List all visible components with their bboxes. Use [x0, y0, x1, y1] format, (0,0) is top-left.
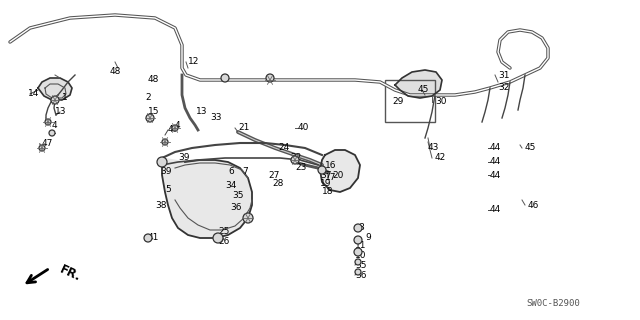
Text: 19: 19 — [320, 179, 332, 188]
Text: 47: 47 — [42, 140, 53, 148]
Circle shape — [354, 236, 362, 244]
Circle shape — [354, 224, 362, 232]
Text: 12: 12 — [188, 58, 200, 67]
Circle shape — [51, 96, 59, 104]
Text: 47: 47 — [168, 125, 179, 134]
Text: 27: 27 — [268, 171, 280, 180]
Text: 44: 44 — [490, 143, 501, 153]
Text: 46: 46 — [528, 201, 540, 210]
Circle shape — [266, 74, 274, 82]
Circle shape — [157, 157, 167, 167]
Text: 15: 15 — [148, 108, 159, 116]
Circle shape — [172, 125, 178, 131]
Text: 37: 37 — [320, 171, 332, 180]
Text: 41: 41 — [148, 234, 159, 243]
Circle shape — [213, 233, 223, 243]
Text: 36: 36 — [355, 270, 367, 279]
Text: 4: 4 — [52, 121, 58, 130]
Text: 45: 45 — [418, 85, 429, 94]
Text: 23: 23 — [295, 164, 307, 172]
Text: 5: 5 — [165, 186, 171, 195]
Circle shape — [144, 234, 152, 242]
Circle shape — [355, 269, 361, 275]
Text: 45: 45 — [525, 143, 536, 153]
Text: 48: 48 — [110, 68, 122, 76]
Text: 4: 4 — [175, 121, 180, 130]
Text: 40: 40 — [298, 124, 309, 132]
Text: 17: 17 — [325, 173, 337, 182]
Text: 30: 30 — [435, 98, 447, 107]
Text: 26: 26 — [218, 237, 229, 246]
Text: 33: 33 — [210, 114, 221, 123]
Circle shape — [162, 139, 168, 145]
Text: 42: 42 — [435, 154, 446, 163]
Text: 38: 38 — [155, 201, 166, 210]
Text: 10: 10 — [355, 251, 367, 260]
Circle shape — [243, 213, 253, 223]
Text: 20: 20 — [332, 171, 344, 180]
Text: 13: 13 — [55, 108, 67, 116]
Text: 44: 44 — [490, 157, 501, 166]
Text: 48: 48 — [148, 76, 159, 84]
Circle shape — [49, 130, 55, 136]
Text: 44: 44 — [490, 171, 501, 180]
Text: 11: 11 — [355, 241, 367, 250]
Circle shape — [45, 119, 51, 125]
Text: 25: 25 — [218, 228, 229, 236]
Circle shape — [146, 114, 154, 122]
Text: 8: 8 — [358, 223, 364, 233]
Text: SW0C-B2900: SW0C-B2900 — [526, 299, 580, 308]
Text: 18: 18 — [322, 188, 333, 196]
Text: 24: 24 — [278, 143, 289, 153]
Polygon shape — [38, 78, 72, 100]
Circle shape — [221, 74, 229, 82]
Text: 13: 13 — [196, 108, 207, 116]
Text: FR.: FR. — [58, 263, 83, 284]
Text: 44: 44 — [490, 205, 501, 214]
Text: 22: 22 — [290, 154, 301, 163]
Text: 34: 34 — [225, 180, 236, 189]
Text: 31: 31 — [498, 70, 509, 79]
Polygon shape — [162, 158, 252, 238]
Text: 39: 39 — [160, 167, 172, 177]
Text: 7: 7 — [242, 167, 248, 177]
Circle shape — [39, 145, 45, 151]
Text: 39: 39 — [178, 154, 189, 163]
Text: 1: 1 — [62, 93, 68, 102]
Polygon shape — [395, 70, 442, 98]
Circle shape — [355, 259, 361, 265]
Bar — [385, 80, 435, 122]
Circle shape — [318, 166, 326, 174]
Text: 36: 36 — [230, 203, 241, 212]
Text: 9: 9 — [365, 234, 371, 243]
Text: 14: 14 — [28, 90, 40, 99]
Text: 35: 35 — [355, 260, 367, 269]
Circle shape — [354, 248, 362, 256]
Text: 6: 6 — [228, 167, 234, 177]
Text: 28: 28 — [272, 179, 284, 188]
Text: 35: 35 — [232, 190, 243, 199]
Circle shape — [291, 156, 299, 164]
Text: 2: 2 — [145, 93, 150, 102]
Text: 43: 43 — [428, 143, 440, 153]
Polygon shape — [320, 150, 360, 192]
Text: 21: 21 — [238, 124, 250, 132]
Text: 32: 32 — [498, 84, 509, 92]
Text: 16: 16 — [325, 161, 337, 170]
Text: 29: 29 — [392, 98, 403, 107]
